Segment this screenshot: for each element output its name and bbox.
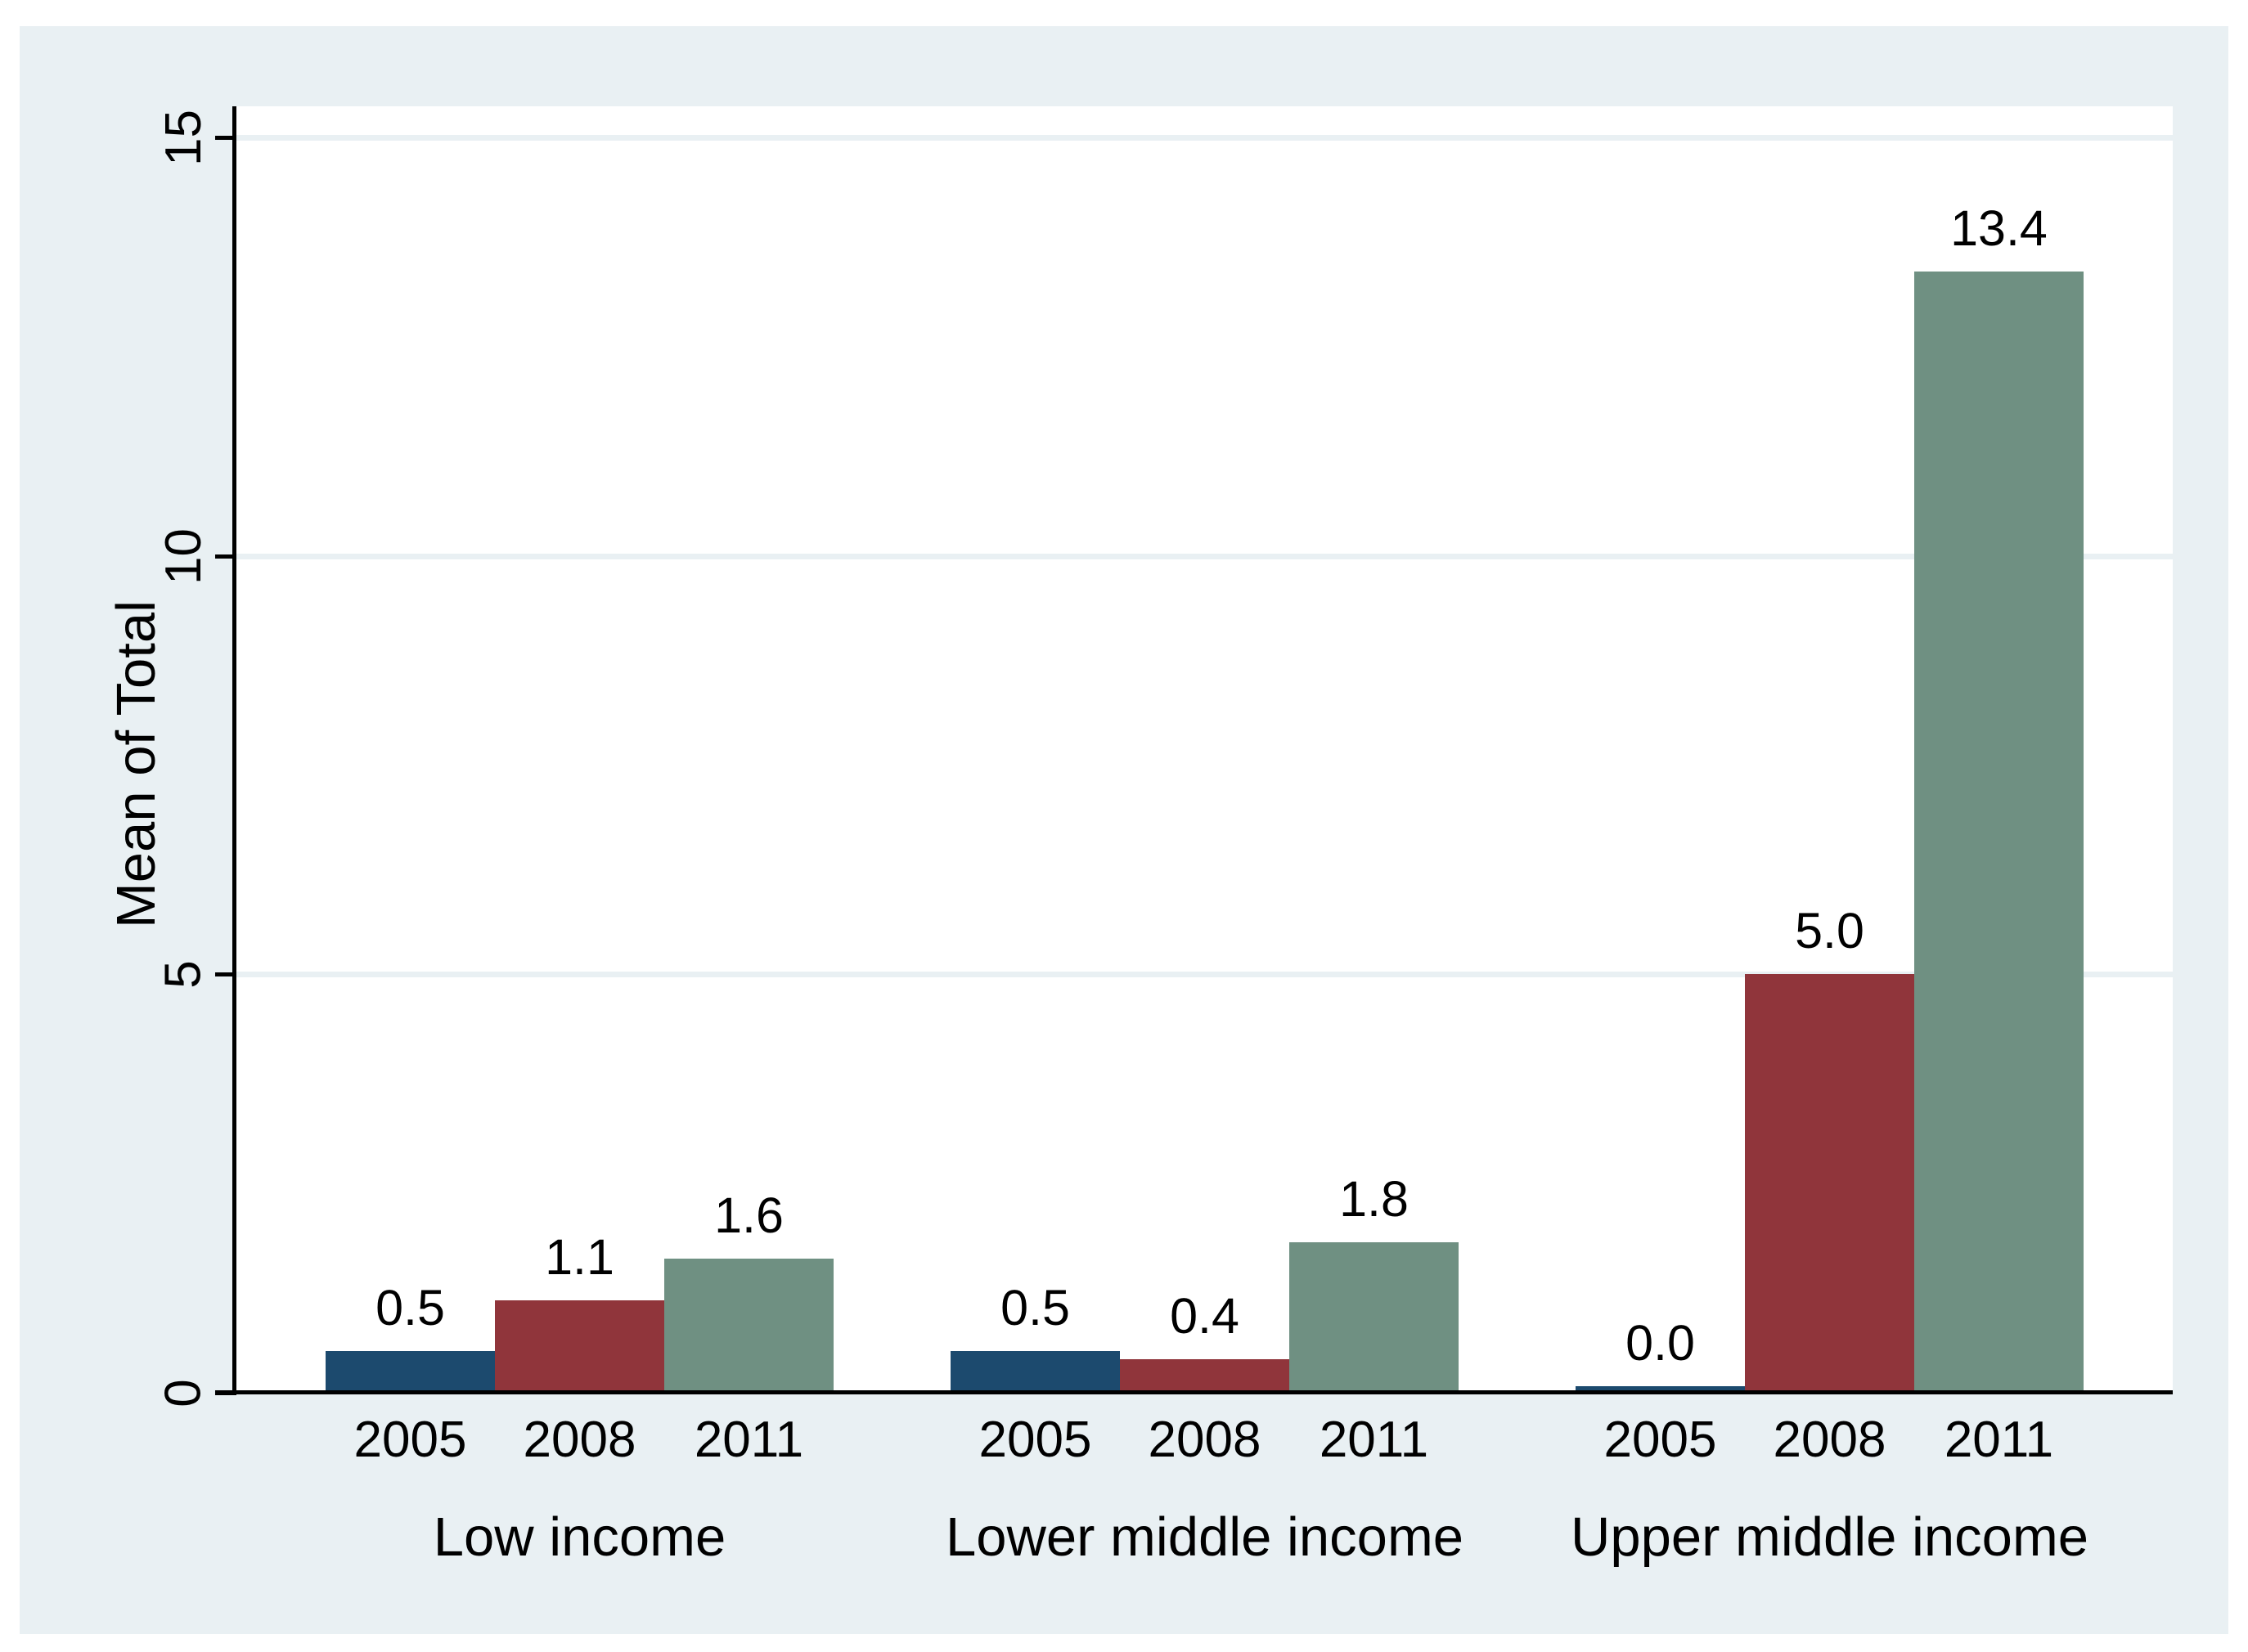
bar-2008 — [495, 1300, 664, 1393]
x-tick-label-year: 2008 — [1773, 1412, 1886, 1468]
y-tick — [215, 972, 236, 976]
bar-2005 — [951, 1351, 1120, 1393]
x-axis-line — [215, 1390, 2173, 1394]
plot-area: 0 5 10 15 0.5 2005 1.1 2008 1.6 2011 Low income 0.5… — [155, 106, 2173, 1568]
y-axis-title-text: Mean of Total — [106, 599, 168, 928]
y-tick-label-text: 5 — [155, 960, 212, 989]
x-tick-label-year: 2008 — [1148, 1412, 1261, 1468]
y-tick — [215, 136, 236, 140]
bar-value-label: 0.0 — [1625, 1315, 1695, 1371]
x-tick-label-year: 2011 — [694, 1412, 804, 1468]
bar-2005 — [326, 1351, 495, 1393]
label-layer: 0 5 10 15 0.5 2005 1.1 2008 1.6 2011 Low income 0.5… — [155, 106, 2173, 1568]
bar-value-label: 1.8 — [1339, 1171, 1409, 1227]
y-tick-label: 10 — [153, 523, 214, 589]
y-tick-label-text: 15 — [155, 110, 212, 166]
bar-2008 — [1120, 1359, 1289, 1393]
bar-value-label: 1.1 — [545, 1229, 614, 1285]
x-tick-label-year: 2011 — [1944, 1412, 2054, 1468]
bar-layer — [236, 106, 2173, 1393]
y-tick-label-text: 10 — [155, 527, 212, 585]
y-axis-line — [232, 106, 236, 1395]
gridline-layer — [236, 106, 2173, 1393]
y-tick-label: 5 — [153, 942, 214, 1008]
y-tick — [215, 1390, 236, 1395]
gridline — [236, 972, 2173, 977]
gridline — [236, 553, 2173, 559]
y-tick-label: 0 — [153, 1360, 214, 1425]
bar-value-label: 5.0 — [1795, 903, 1864, 958]
group-label: Lower middle income — [945, 1506, 1464, 1568]
x-tick-label-year: 2005 — [353, 1412, 467, 1468]
bar-value-label: 0.5 — [1000, 1280, 1070, 1336]
bar-value-label: 1.6 — [714, 1187, 784, 1243]
gridline — [236, 135, 2173, 141]
group-label: Low income — [433, 1506, 726, 1568]
x-tick-label-year: 2005 — [978, 1412, 1092, 1468]
x-tick-label-year: 2011 — [1319, 1412, 1429, 1468]
bar-2005 — [1576, 1386, 1745, 1393]
y-tick-label-text: 0 — [155, 1378, 212, 1407]
bar-2011 — [1914, 272, 2084, 1393]
group-label: Upper middle income — [1570, 1506, 2089, 1568]
bar-2011 — [664, 1259, 834, 1393]
bar-value-label: 13.4 — [1950, 200, 2048, 256]
bar-2011 — [1289, 1242, 1459, 1393]
y-tick — [215, 554, 236, 559]
x-tick-label-year: 2008 — [523, 1412, 636, 1468]
bar-value-label: 0.5 — [375, 1280, 445, 1336]
y-tick-label: 15 — [153, 105, 214, 171]
bar-2008 — [1745, 974, 1914, 1393]
bar-value-label: 0.4 — [1170, 1288, 1239, 1344]
x-tick-label-year: 2005 — [1603, 1412, 1717, 1468]
